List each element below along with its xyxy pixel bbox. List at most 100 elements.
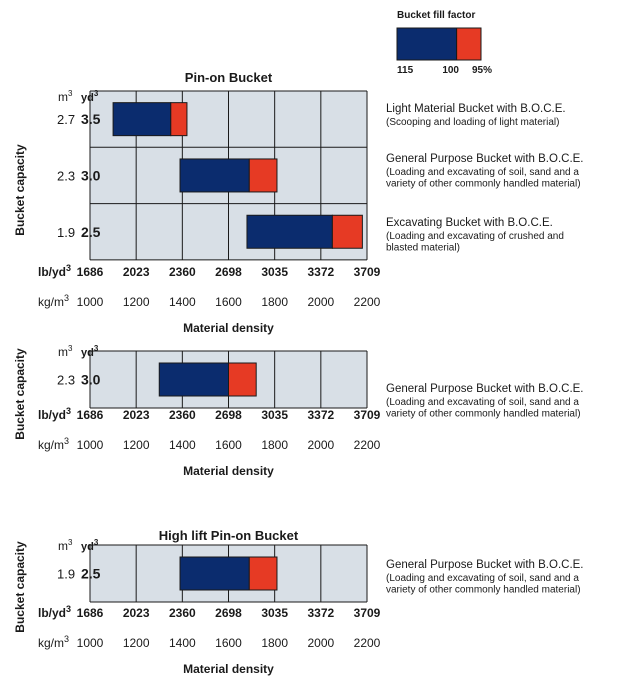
unit-lbyd3-sup: 3 xyxy=(66,604,71,614)
legend-swatch-tip xyxy=(456,27,482,61)
bucket-description: variety of other commonly handled materi… xyxy=(386,585,581,596)
x-tick-label-lbyd3: 3035 xyxy=(261,606,288,620)
bar-fill-115-100 xyxy=(179,158,250,193)
x-tick-label-kgm3: 2200 xyxy=(354,295,381,309)
chart-panel-2: Bucket capacityQuick Coupler Bucketm3yd3… xyxy=(13,344,584,478)
capacity-yd3-label: 2.5 xyxy=(81,566,101,582)
chart-title: High lift Pin-on Bucket xyxy=(159,528,299,543)
capacity-yd3-label: 3.0 xyxy=(81,167,101,183)
chart-panel-3: Bucket capacity High lift Pin-on Bucket m3… xyxy=(13,528,584,676)
y-axis-title: Bucket capacity xyxy=(13,144,27,236)
unit-kgm3: kg/m3 xyxy=(38,634,69,650)
capacity-m3-label: 2.3 xyxy=(57,373,75,388)
unit-kgm3-sup: 3 xyxy=(64,436,69,446)
y-unit-header: m3 yd3 xyxy=(58,344,99,359)
x-tick-label-kgm3: 1600 xyxy=(215,636,242,650)
bar-fill-100-95 xyxy=(331,214,363,249)
unit-m3: m3 xyxy=(58,538,73,553)
x-tick-label-kgm3: 1400 xyxy=(169,636,196,650)
unit-lbyd3-sup: 3 xyxy=(66,263,71,273)
x-tick-label-kgm3: 1800 xyxy=(261,636,288,650)
bucket-name: General Purpose Bucket with B.O.C.E. xyxy=(386,559,584,571)
y-unit-header: m3 yd3 xyxy=(58,89,99,104)
x-tick-label-kgm3: 2200 xyxy=(354,438,381,452)
chart-panel-1: Bucket capacity Pin-on Bucket m3 yd3 2.7 3.5 L… xyxy=(13,70,584,335)
unit-kgm3: kg/m3 xyxy=(38,293,69,309)
unit-m3-sup: 3 xyxy=(68,538,73,547)
bucket-description: (Loading and excavating of soil, sand an… xyxy=(386,167,579,178)
y-axis-title: Bucket capacity xyxy=(13,541,27,633)
x-tick-label-kgm3: 1600 xyxy=(215,295,242,309)
x-axis-title: Material density xyxy=(183,662,274,676)
unit-yd3-sup: 3 xyxy=(94,89,99,98)
x-tick-label-kgm3: 1400 xyxy=(169,438,196,452)
unit-m3: m3 xyxy=(58,89,73,104)
legend-title: Bucket fill factor xyxy=(397,10,475,21)
unit-lbyd3-sup: 3 xyxy=(66,406,71,416)
bar-fill-100-95 xyxy=(228,362,257,397)
unit-lbyd3: lb/yd3 xyxy=(38,604,71,620)
x-tick-label-lbyd3: 2360 xyxy=(169,606,196,620)
x-tick-label-lbyd3: 2698 xyxy=(215,606,242,620)
legend-swatch-main xyxy=(396,27,458,61)
bucket-description: (Loading and excavating of crushed and xyxy=(386,231,564,242)
legend-label-95: 95% xyxy=(472,65,492,76)
x-tick-label-kgm3: 1800 xyxy=(261,438,288,452)
x-tick-label-kgm3: 1000 xyxy=(77,438,104,452)
x-tick-label-lbyd3: 3709 xyxy=(354,408,381,422)
bucket-name: Excavating Bucket with B.O.C.E. xyxy=(386,217,553,229)
bar-fill-115-100 xyxy=(112,102,172,137)
x-tick-label-lbyd3: 3035 xyxy=(261,408,288,422)
x-tick-label-kgm3: 1400 xyxy=(169,295,196,309)
legend-label-100: 100 xyxy=(442,65,459,76)
x-tick-label-kgm3: 1600 xyxy=(215,438,242,452)
fill-factor-legend: Bucket fill factor 115 100 95% xyxy=(396,10,492,76)
x-tick-label-kgm3: 1200 xyxy=(123,295,150,309)
bucket-description: (Scooping and loading of light material) xyxy=(386,117,559,128)
bar-fill-115-100 xyxy=(158,362,229,397)
unit-m3-sup: 3 xyxy=(68,344,73,353)
capacity-m3-label: 2.3 xyxy=(57,168,75,183)
x-tick-label-lbyd3: 3709 xyxy=(354,265,381,279)
x-axis-title: Material density xyxy=(183,464,274,478)
bucket-description: (Loading and excavating of soil, sand an… xyxy=(386,397,579,408)
x-tick-label-kgm3: 2000 xyxy=(307,438,334,452)
capacity-m3-label: 1.9 xyxy=(57,567,75,582)
x-tick-label-lbyd3: 2698 xyxy=(215,265,242,279)
unit-yd3-sup: 3 xyxy=(94,344,99,353)
bar-fill-100-95 xyxy=(248,158,278,193)
bar-fill-100-95 xyxy=(170,102,188,137)
x-tick-label-lbyd3: 2023 xyxy=(123,408,150,422)
x-tick-label-lbyd3: 2360 xyxy=(169,265,196,279)
y-axis-title: Bucket capacity xyxy=(13,348,27,440)
unit-kgm3-sup: 3 xyxy=(64,293,69,303)
x-tick-label-lbyd3: 3035 xyxy=(261,265,288,279)
bucket-name: General Purpose Bucket with B.O.C.E. xyxy=(386,383,584,395)
bar-fill-115-100 xyxy=(179,556,250,591)
bar-fill-100-95 xyxy=(248,556,278,591)
bucket-name: Light Material Bucket with B.O.C.E. xyxy=(386,103,566,115)
x-tick-label-lbyd3: 1686 xyxy=(77,265,104,279)
unit-kgm3: kg/m3 xyxy=(38,436,69,452)
x-tick-label-kgm3: 1200 xyxy=(123,636,150,650)
x-tick-label-kgm3: 2000 xyxy=(307,636,334,650)
unit-yd3-sup: 3 xyxy=(94,538,99,547)
bar-fill-115-100 xyxy=(246,214,333,249)
capacity-m3-label: 2.7 xyxy=(57,112,75,127)
bucket-description: variety of other commonly handled materi… xyxy=(386,409,581,420)
x-axis-title: Material density xyxy=(183,321,274,335)
unit-kgm3-sup: 3 xyxy=(64,634,69,644)
capacity-m3-label: 1.9 xyxy=(57,225,75,240)
bucket-description: variety of other commonly handled materi… xyxy=(386,179,581,190)
capacity-yd3-label: 2.5 xyxy=(81,224,101,240)
x-tick-label-lbyd3: 3372 xyxy=(307,265,334,279)
capacity-yd3-label: 3.5 xyxy=(81,111,101,127)
x-tick-label-kgm3: 1000 xyxy=(77,636,104,650)
unit-lbyd3: lb/yd3 xyxy=(38,263,71,279)
bucket-description: blasted material) xyxy=(386,243,460,254)
bucket-name: General Purpose Bucket with B.O.C.E. xyxy=(386,153,584,165)
x-tick-label-kgm3: 1000 xyxy=(77,295,104,309)
x-tick-label-kgm3: 2200 xyxy=(354,636,381,650)
x-tick-label-kgm3: 1200 xyxy=(123,438,150,452)
